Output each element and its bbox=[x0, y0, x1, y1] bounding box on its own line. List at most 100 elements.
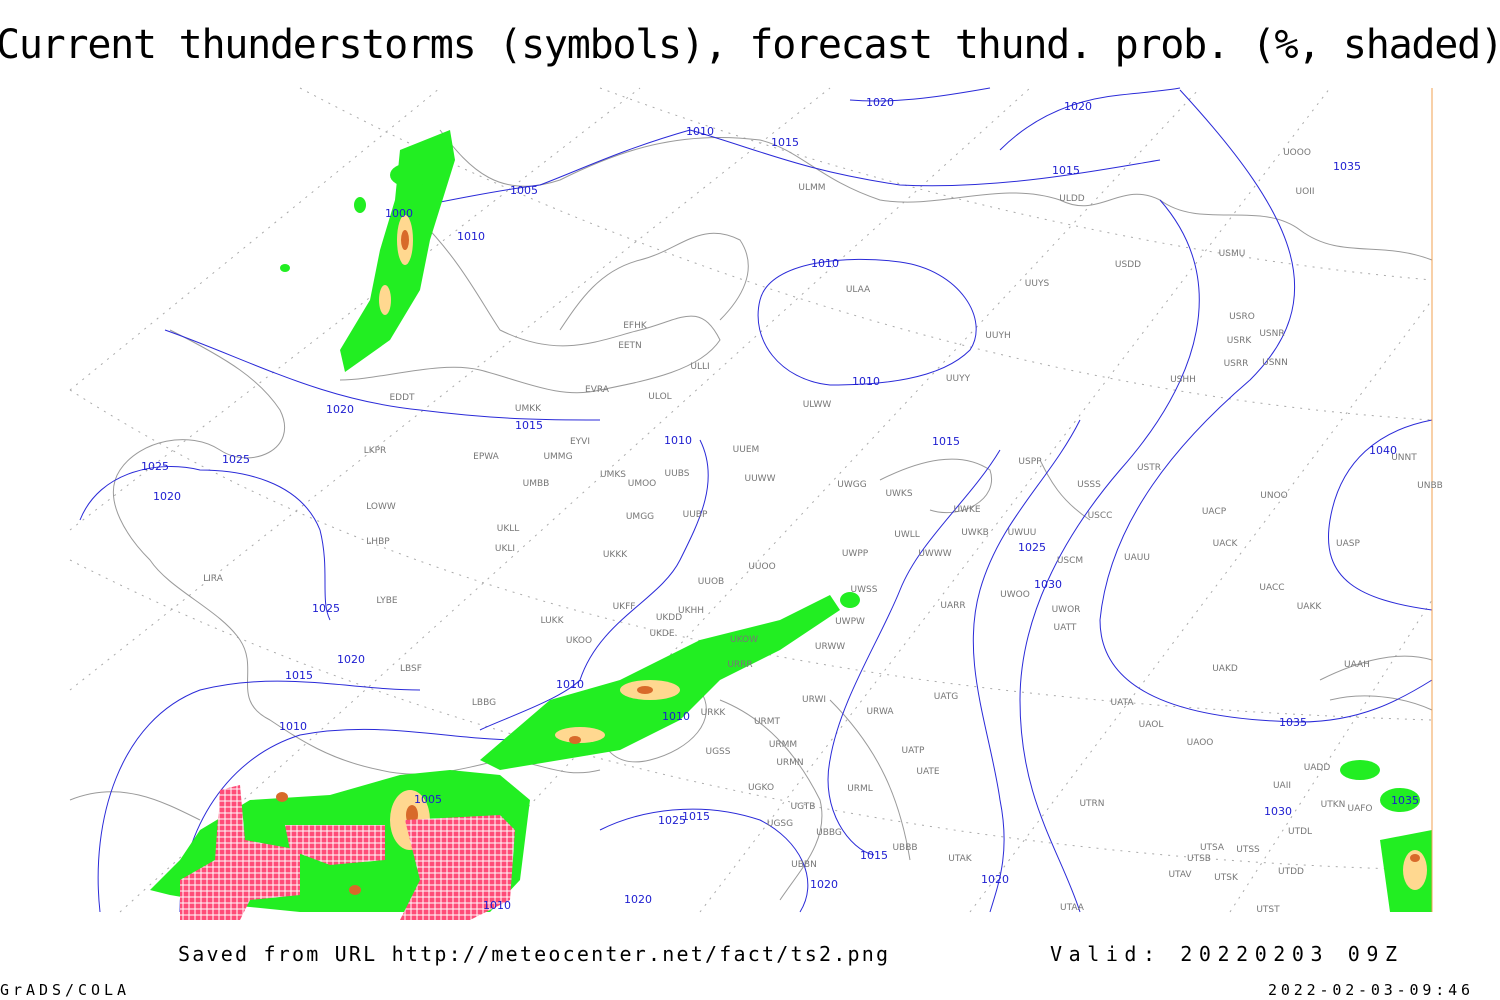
station-label: UGTB bbox=[791, 802, 816, 812]
station-label: UUWW bbox=[745, 474, 776, 484]
isobar-label: 1025 bbox=[312, 602, 340, 615]
station-label: ULWW bbox=[803, 400, 832, 410]
station-label: UOII bbox=[1296, 187, 1315, 197]
isobar-label: 1015 bbox=[1052, 164, 1080, 177]
station-label: UTSS bbox=[1236, 845, 1260, 855]
station-label: LUKK bbox=[541, 616, 565, 626]
station-label: UAKD bbox=[1212, 664, 1238, 674]
station-label: UWPW bbox=[835, 617, 865, 627]
station-label: USRK bbox=[1227, 336, 1253, 346]
station-label: UTKN bbox=[1321, 800, 1346, 810]
station-label: UMMG bbox=[543, 452, 572, 462]
thunderstorm-symbols bbox=[180, 785, 515, 920]
isobar-label: 1000 bbox=[385, 207, 413, 220]
isobar-label: 1035 bbox=[1333, 160, 1361, 173]
station-label: UWKB bbox=[961, 528, 989, 538]
station-label: EDDT bbox=[389, 393, 415, 403]
station-label: ULDD bbox=[1059, 194, 1085, 204]
isobar-label: 1035 bbox=[1279, 716, 1307, 729]
station-label: UOOO bbox=[1283, 148, 1311, 158]
station-label: ULAA bbox=[846, 285, 871, 295]
station-label: USRR bbox=[1224, 359, 1249, 369]
station-label: USDD bbox=[1115, 260, 1141, 270]
isobar-label: 1020 bbox=[337, 653, 365, 666]
station-label: UAII bbox=[1273, 781, 1291, 791]
station-label: UMBB bbox=[523, 479, 550, 489]
station-label: UWWW bbox=[918, 549, 951, 559]
station-label: LIRA bbox=[203, 574, 224, 584]
station-label: UGSG bbox=[767, 819, 793, 829]
station-label: UKDE bbox=[649, 629, 674, 639]
station-label: UMGG bbox=[626, 512, 654, 522]
title: Current thunderstorms (symbols), forecas… bbox=[0, 22, 1500, 68]
station-label: UGSS bbox=[706, 747, 731, 757]
isobar-label: 1010 bbox=[483, 899, 511, 912]
station-label: UATA bbox=[1110, 698, 1134, 708]
isobar-label: 1015 bbox=[682, 810, 710, 823]
isobar-label: 1025 bbox=[222, 453, 250, 466]
isobar-label: 1010 bbox=[457, 230, 485, 243]
station-label: UKOO bbox=[566, 636, 592, 646]
isobar-label: 1010 bbox=[279, 720, 307, 733]
station-label: USTR bbox=[1137, 463, 1161, 473]
station-label: UNOO bbox=[1260, 491, 1288, 501]
station-label: UWSS bbox=[851, 585, 878, 595]
station-label: UWLL bbox=[894, 530, 920, 540]
station-label: USCC bbox=[1088, 511, 1113, 521]
station-label: UATT bbox=[1054, 623, 1077, 633]
station-label: UTSK bbox=[1214, 873, 1239, 883]
station-label: USRO bbox=[1229, 312, 1255, 322]
station-label: UMOO bbox=[628, 479, 657, 489]
station-label: UWKS bbox=[885, 489, 912, 499]
station-label: UASP bbox=[1336, 539, 1360, 549]
station-label: UTSB bbox=[1187, 854, 1211, 864]
station-label: UKFF bbox=[613, 602, 636, 612]
station-label: UTST bbox=[1256, 905, 1280, 915]
station-label: ULLI bbox=[690, 362, 709, 372]
station-label: UWOO bbox=[1000, 590, 1030, 600]
station-label: UAAH bbox=[1344, 660, 1370, 670]
isobar-label: 1025 bbox=[1018, 541, 1046, 554]
station-label: URMM bbox=[769, 740, 797, 750]
station-label: UAUU bbox=[1124, 553, 1150, 563]
isobar-label: 1035 bbox=[1391, 794, 1419, 807]
isobar-label: 1030 bbox=[1034, 578, 1062, 591]
isobar-label: 1015 bbox=[515, 419, 543, 432]
station-label: UACC bbox=[1259, 583, 1284, 593]
isobar-label: 1030 bbox=[1264, 805, 1292, 818]
isobar-label: 1020 bbox=[624, 893, 652, 906]
isobar-label: 1015 bbox=[285, 669, 313, 682]
station-label: UATG bbox=[934, 692, 959, 702]
isobar-label: 1015 bbox=[932, 435, 960, 448]
station-label: UTDL bbox=[1288, 827, 1312, 837]
station-label: UNBB bbox=[1417, 481, 1443, 491]
station-label: ULMM bbox=[798, 183, 825, 193]
station-label: UKHH bbox=[678, 606, 704, 616]
station-label: LYBE bbox=[376, 596, 397, 606]
station-label: UATE bbox=[916, 767, 940, 777]
station-label: UAKK bbox=[1297, 602, 1323, 612]
station-label: LBSF bbox=[400, 664, 422, 674]
station-label: UWKE bbox=[953, 505, 980, 515]
station-label: USMU bbox=[1219, 249, 1246, 259]
station-label: UTAK bbox=[948, 854, 973, 864]
graticule bbox=[69, 87, 1433, 913]
isobar-label: 1010 bbox=[686, 125, 714, 138]
station-label: UWOR bbox=[1052, 605, 1081, 615]
station-label: UKLL bbox=[497, 524, 520, 534]
station-label: UTSA bbox=[1200, 843, 1225, 853]
station-label: LKPR bbox=[364, 446, 387, 456]
isobar-label: 1020 bbox=[866, 96, 894, 109]
station-label: UNNT bbox=[1391, 453, 1417, 463]
coastlines bbox=[69, 129, 1433, 901]
station-label: UMKK bbox=[515, 404, 542, 414]
isobar-label: 1025 bbox=[141, 460, 169, 473]
station-label: UUBS bbox=[665, 469, 690, 479]
station-label: UAFO bbox=[1347, 804, 1372, 814]
station-label: LHBP bbox=[366, 537, 390, 547]
isobar-label: 1010 bbox=[662, 710, 690, 723]
station-label: UUOB bbox=[698, 577, 724, 587]
station-label: UAOL bbox=[1139, 720, 1164, 730]
station-label: UKDD bbox=[656, 613, 682, 623]
station-label: URWW bbox=[815, 642, 845, 652]
